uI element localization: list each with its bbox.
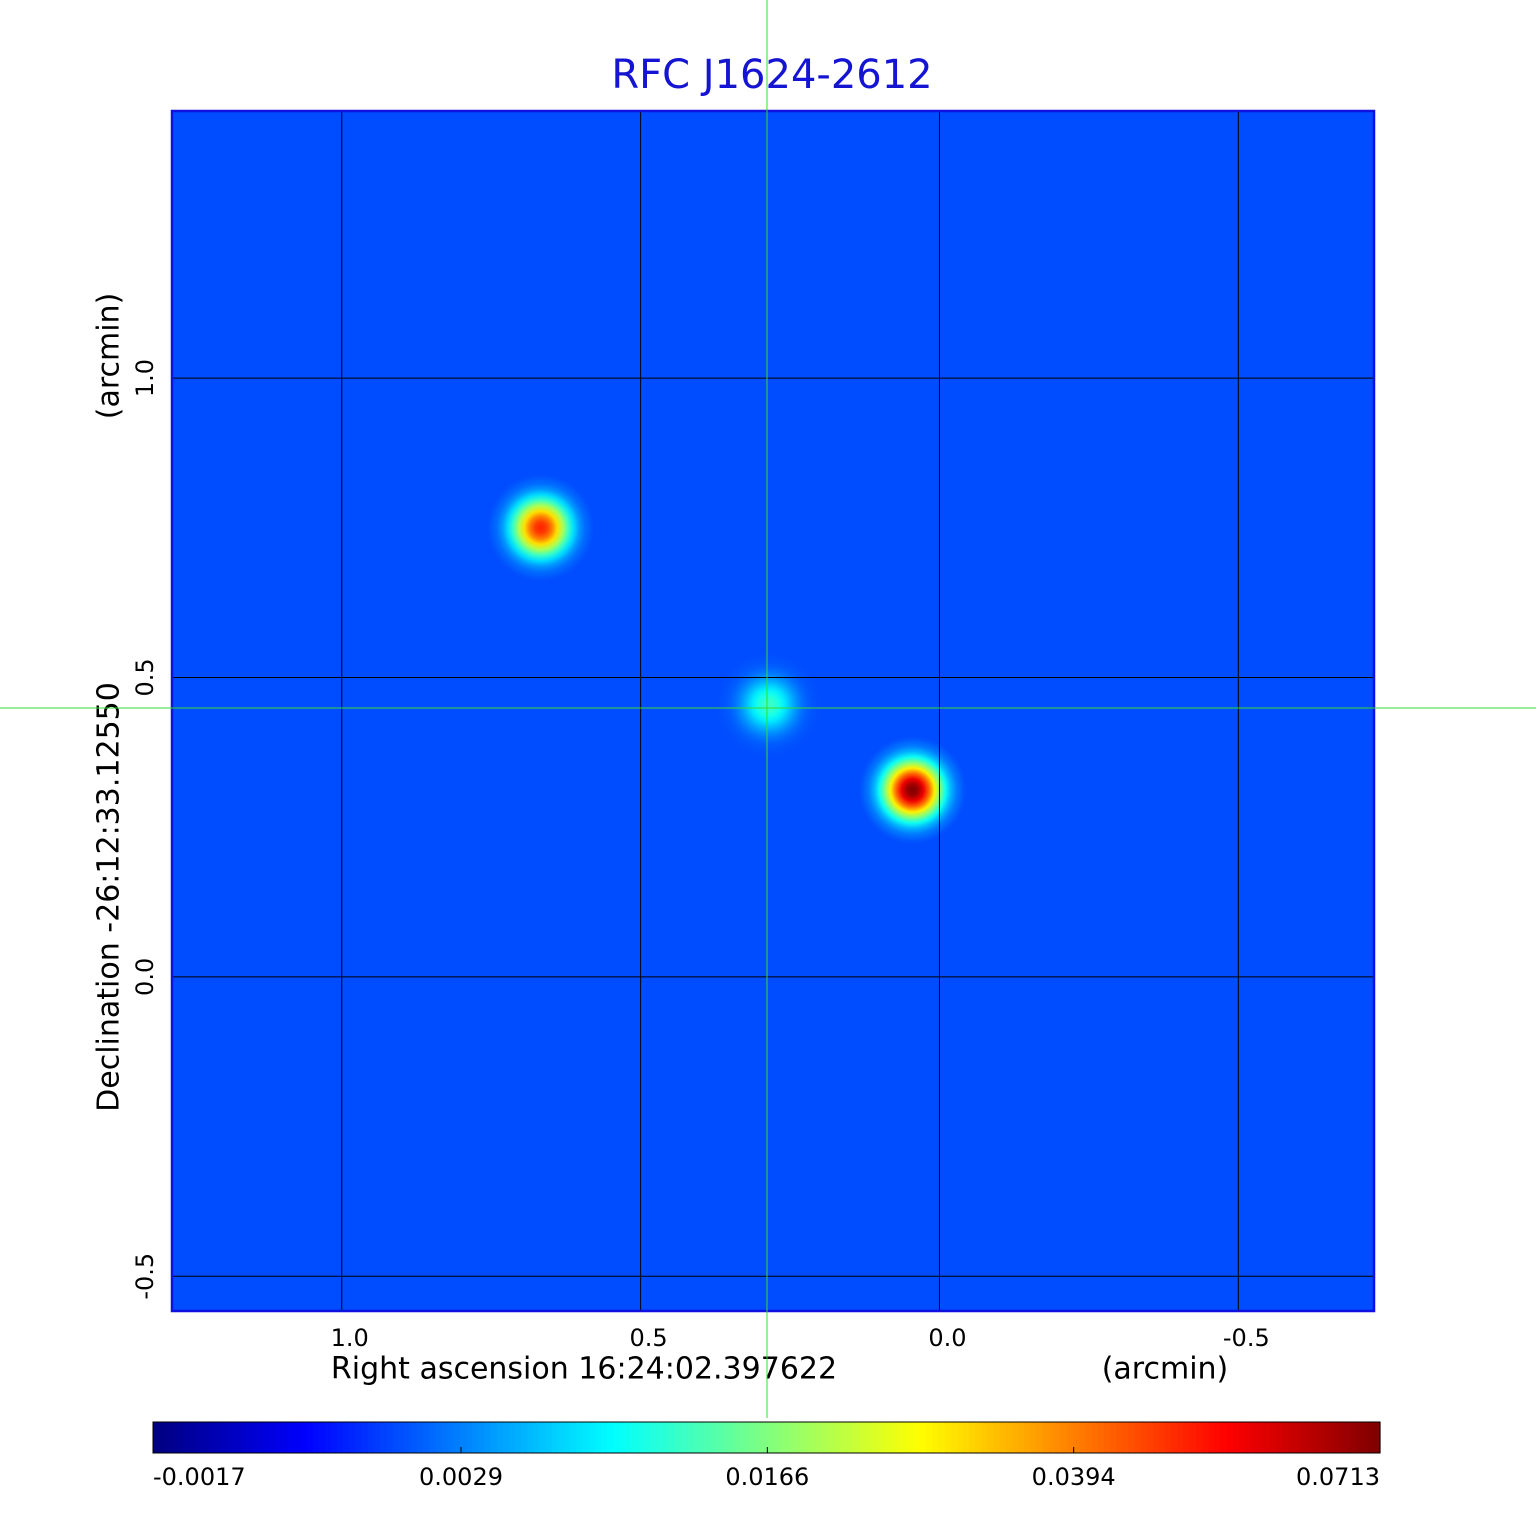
x-tick-label: 0.5 <box>630 1324 668 1352</box>
chart-title: RFC J1624-2612 <box>611 52 932 98</box>
x-tick-label: 1.0 <box>331 1324 369 1352</box>
plot-area: 1.0 0.5 0.0 -0.5 -0.5 0.0 0.5 1.0 <box>131 109 1376 1352</box>
y-tick-label: 0.5 <box>131 658 159 696</box>
source <box>485 472 596 583</box>
colorbar-tick-label: 0.0166 <box>725 1463 809 1491</box>
colorbar-tick-label: -0.0017 <box>153 1463 246 1491</box>
colorbar: -0.0017 0.0029 0.0166 0.0394 0.0713 <box>152 1421 1381 1491</box>
y-tick-label: 0.0 <box>131 958 159 996</box>
x-axis-unit: (arcmin) <box>1102 1352 1229 1387</box>
plot-border <box>170 109 1376 1313</box>
colorbar-tick-label: 0.0713 <box>1296 1463 1380 1491</box>
source <box>713 650 824 761</box>
source <box>857 735 968 846</box>
y-tick-label: 1.0 <box>131 359 159 397</box>
y-tick-label: -0.5 <box>131 1253 159 1300</box>
x-axis-label: Right ascension 16:24:02.397622 <box>331 1352 837 1387</box>
y-axis-unit: (arcmin) <box>92 293 127 420</box>
colorbar-tick-label: 0.0029 <box>419 1463 503 1491</box>
colorbar-tick-label: 0.0394 <box>1032 1463 1116 1491</box>
y-axis-label: Declination -26:12:33.12550 <box>92 682 127 1112</box>
x-tick-label: 0.0 <box>928 1324 966 1352</box>
x-tick-label: -0.5 <box>1223 1324 1270 1352</box>
colorbar-border <box>152 1421 1381 1454</box>
